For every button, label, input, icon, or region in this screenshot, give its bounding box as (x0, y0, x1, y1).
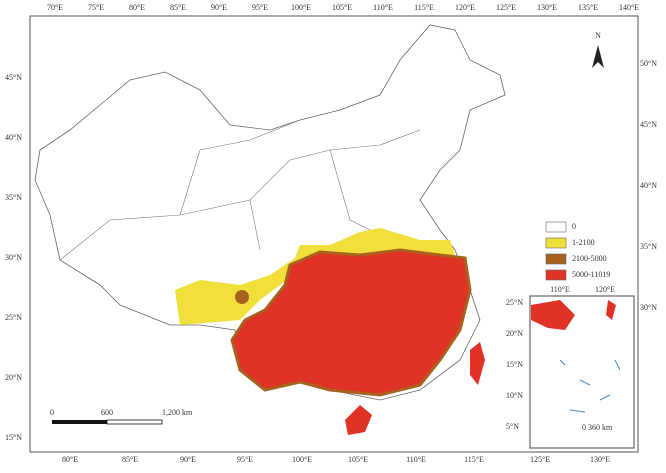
bottom-tick-label: 80°E (62, 455, 78, 464)
inset-tick-label: 20°N (506, 329, 523, 338)
scale-bar (52, 419, 163, 425)
bottom-tick-label: 115°E (464, 455, 484, 464)
top-tick-label: 135°E (578, 3, 598, 12)
scale-label: 600 (101, 408, 113, 417)
region-mid (235, 290, 249, 304)
inset-tick-label: 120°E (595, 285, 615, 294)
legend-swatch (545, 221, 567, 233)
bottom-tick-label: 85°E (122, 455, 138, 464)
inset-tick-label: 25°N (506, 298, 523, 307)
left-tick-label: 20°N (5, 373, 22, 382)
inset-region (531, 300, 575, 330)
legend-label: 5000-11019 (572, 270, 610, 279)
left-tick-label: 40°N (5, 133, 22, 142)
legend-swatch (545, 253, 567, 265)
legend-swatch (545, 237, 567, 249)
bottom-tick-label: 95°E (237, 455, 253, 464)
region-high (230, 248, 472, 397)
top-tick-label: 125°E (496, 3, 516, 12)
right-tick-label: 45°N (640, 120, 657, 129)
legend-label: 0 (572, 222, 576, 231)
inset-islands (559, 359, 621, 413)
left-tick-label: 35°N (5, 193, 22, 202)
bottom-tick-label: 130°E (590, 455, 610, 464)
top-tick-label: 110°E (373, 3, 393, 12)
inset-tick-label: 15°N (506, 360, 523, 369)
top-tick-label: 130°E (537, 3, 557, 12)
top-tick-label: 70°E (47, 3, 63, 12)
top-tick-label: 75°E (88, 3, 104, 12)
inset-tick-label: 110°E (550, 285, 570, 294)
top-tick-label: 85°E (170, 3, 186, 12)
bottom-tick-label: 125°E (530, 455, 550, 464)
bottom-tick-label: 105°E (348, 455, 368, 464)
left-tick-label: 15°N (5, 433, 22, 442)
top-tick-label: 80°E (129, 3, 145, 12)
bottom-tick-label: 90°E (180, 455, 196, 464)
inset-scale: 0 360 km (582, 423, 613, 432)
legend-label: 2100-5000 (572, 254, 607, 263)
legend: 0 1-2100 2100-5000 5000-11019 (545, 221, 610, 281)
top-tick-label: 140°E (619, 3, 639, 12)
left-tick-label: 45°N (5, 73, 22, 82)
left-tick-label: 25°N (5, 313, 22, 322)
scale-label: 1,200 km (162, 408, 193, 417)
top-tick-label: 90°E (211, 3, 227, 12)
top-tick-label: 100°E (291, 3, 311, 12)
province-borders (59, 119, 421, 261)
top-tick-label: 115°E (414, 3, 434, 12)
scale-label: 0 (50, 408, 54, 417)
left-tick-label: 30°N (5, 253, 22, 262)
inset-region (606, 300, 616, 320)
right-tick-label: 40°N (640, 181, 657, 190)
legend-label: 1-2100 (572, 238, 595, 247)
top-tick-label: 120°E (455, 3, 475, 12)
bottom-tick-label: 100°E (292, 455, 312, 464)
top-tick-label: 95°E (252, 3, 268, 12)
legend-swatch (545, 269, 567, 281)
right-tick-label: 30°N (640, 303, 657, 312)
north-arrow: N (592, 31, 604, 68)
inset-tick-label: 5°N (506, 422, 519, 431)
north-label: N (595, 31, 601, 40)
top-tick-label: 105°E (332, 3, 352, 12)
bottom-tick-label: 110°E (406, 455, 426, 464)
inset-tick-label: 10°N (506, 391, 523, 400)
right-tick-label: 50°N (640, 59, 657, 68)
right-tick-label: 35°N (640, 242, 657, 251)
island-hainan (345, 405, 372, 435)
island-taiwan (470, 342, 485, 385)
